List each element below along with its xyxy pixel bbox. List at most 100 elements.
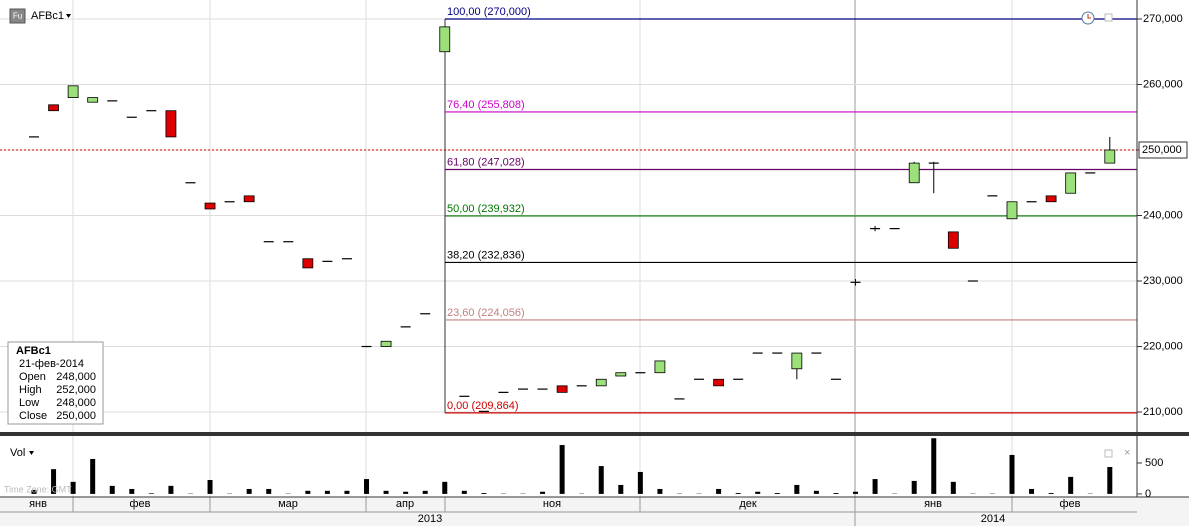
volume-bar (716, 488, 722, 494)
axis-area (1137, 0, 1189, 497)
volume-bar (1068, 476, 1074, 494)
candle-body (420, 313, 431, 315)
candle-body (928, 162, 939, 164)
dropdown-arrow[interactable] (29, 451, 34, 455)
year-label: 2014 (981, 513, 1005, 525)
symbol-icon[interactable] (9, 8, 26, 24)
candle-body (224, 201, 235, 203)
volume-bar (70, 481, 76, 494)
volume-bar (950, 481, 956, 494)
volume-bar (1029, 488, 1035, 494)
volume-bar (813, 490, 819, 494)
volume-bar (207, 479, 213, 494)
info-value: 248,000 (56, 371, 96, 383)
watermark: Time Zone: GMT (4, 484, 72, 494)
candle-body (635, 372, 646, 374)
last-price-label: 250,000 (1142, 144, 1182, 156)
info-value: 252,000 (56, 384, 96, 396)
candle-body (1006, 201, 1018, 220)
dropdown-arrow[interactable] (66, 14, 71, 18)
candle-body (654, 360, 666, 374)
fib-label: 23,60 (224,056) (447, 307, 525, 319)
fib-label: 50,00 (239,932) (447, 203, 525, 215)
candle-body (556, 385, 568, 393)
volume-bar (422, 490, 428, 494)
month-label: мар (278, 498, 298, 510)
fib-label: 61,80 (247,028) (447, 156, 525, 168)
candle-body (537, 388, 548, 390)
volume-bar (383, 490, 389, 494)
candle-body (185, 182, 196, 184)
candle-body (772, 352, 783, 354)
candle-body (1085, 172, 1096, 174)
fib-label: 38,20 (232,836) (447, 249, 525, 261)
candle-body (870, 228, 881, 230)
candle-body (811, 352, 822, 354)
fib-label: 100,00 (270,000) (447, 6, 531, 18)
clock-hand (1087, 14, 1091, 19)
window-icon[interactable] (1104, 13, 1113, 22)
volume-bar (442, 481, 448, 494)
volume-bar (148, 493, 154, 494)
volume-bar (735, 492, 741, 494)
candle-body (987, 195, 998, 197)
info-value: 250,000 (56, 410, 96, 422)
y-tick-label: 210,000 (1143, 406, 1183, 418)
info-label: High (19, 384, 42, 396)
candle-body (204, 202, 216, 210)
candle-body (595, 378, 607, 387)
volume-bar (481, 492, 487, 494)
y-tick-label: 270,000 (1143, 13, 1183, 25)
candle-body (87, 97, 99, 103)
candle-body (791, 352, 803, 370)
symbol: AFBc1 (31, 10, 64, 22)
y-tick-label: 240,000 (1143, 209, 1183, 221)
volume-bar (109, 485, 115, 494)
candle-body (459, 395, 470, 397)
close-icon[interactable]: × (1124, 447, 1130, 459)
month-label: янв (29, 498, 47, 510)
volume-bar (246, 488, 252, 494)
month-label: апр (396, 498, 414, 510)
info-box-frame (7, 341, 104, 425)
candle-body (146, 110, 157, 112)
candle-body (341, 258, 352, 260)
candle-body (126, 116, 137, 118)
volume-bar (305, 490, 311, 494)
volume-bar (833, 492, 839, 494)
volume-bar (344, 490, 350, 494)
candle-body (576, 385, 587, 387)
info-date: 21-фев-2014 (19, 358, 84, 370)
volume-bar (31, 489, 37, 494)
candle-body (752, 352, 763, 354)
info-symbol: AFBc1 (16, 345, 51, 357)
panel-divider (0, 432, 1189, 436)
window-icon[interactable] (1104, 449, 1113, 458)
volume-bar (129, 488, 135, 494)
candle-body (850, 281, 861, 283)
volume-bar (403, 491, 409, 494)
candle-body (908, 162, 920, 184)
volume-bar (657, 488, 663, 494)
y-tick-label: 500 (1145, 457, 1163, 469)
volume-title: Vol (10, 447, 25, 459)
month-label: фев (1059, 498, 1080, 510)
last-price-box (1138, 141, 1188, 159)
candle-body (165, 110, 177, 138)
candle-body (733, 378, 744, 380)
info-label: Close (19, 410, 47, 422)
candle-body (380, 340, 392, 347)
volume-bar (1009, 454, 1015, 494)
volume-bar (911, 480, 917, 494)
volume-bar (618, 484, 624, 494)
y-tick-label: 260,000 (1143, 78, 1183, 90)
volume-bar (774, 492, 780, 494)
volume-bar (853, 491, 859, 494)
candle-body (518, 388, 528, 390)
volume-bar (598, 466, 604, 494)
candle-body (1065, 172, 1077, 194)
info-value: 248,000 (56, 397, 96, 409)
y-tick-label: 220,000 (1143, 340, 1183, 352)
candle-body (439, 26, 451, 53)
candle-body (1045, 195, 1057, 203)
